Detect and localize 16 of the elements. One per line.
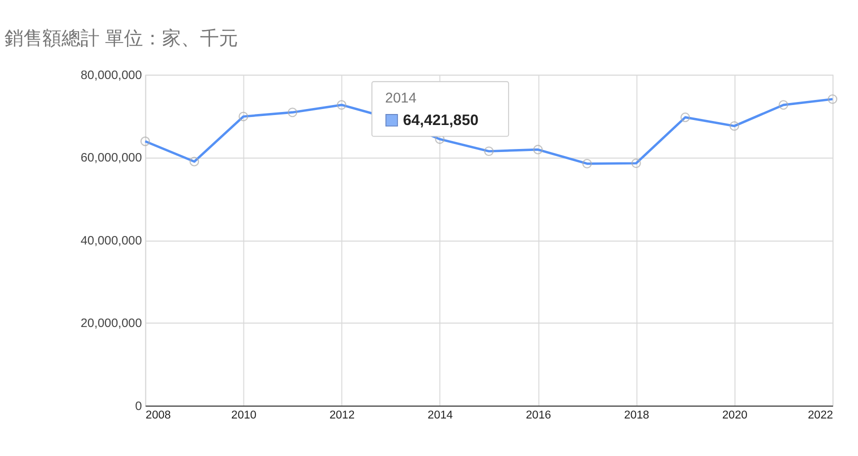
y-tick-label: 0 xyxy=(135,398,142,413)
x-tick-label: 2020 xyxy=(722,409,748,422)
y-tick-label: 60,000,000 xyxy=(80,150,142,165)
chart-title: 銷售額總計 單位：家、千元 xyxy=(4,28,238,49)
x-tick-label: 2010 xyxy=(231,409,256,422)
annotation: 2014 xyxy=(385,89,417,106)
x-tick-label: 2022 xyxy=(808,409,834,422)
x-tick-label: 2018 xyxy=(624,409,650,422)
y-tick-label: 20,000,000 xyxy=(80,316,142,330)
x-tick-label: 2012 xyxy=(329,409,355,422)
x-tick-label: 2014 xyxy=(428,409,453,422)
y-tick-label: 40,000,000 xyxy=(80,233,142,248)
y-tick-label: 80,000,000 xyxy=(80,68,142,82)
x-tick-label: 2016 xyxy=(526,409,552,422)
x-tick-label: 2008 xyxy=(146,409,171,422)
annotation: 64,421,850 xyxy=(403,112,478,130)
